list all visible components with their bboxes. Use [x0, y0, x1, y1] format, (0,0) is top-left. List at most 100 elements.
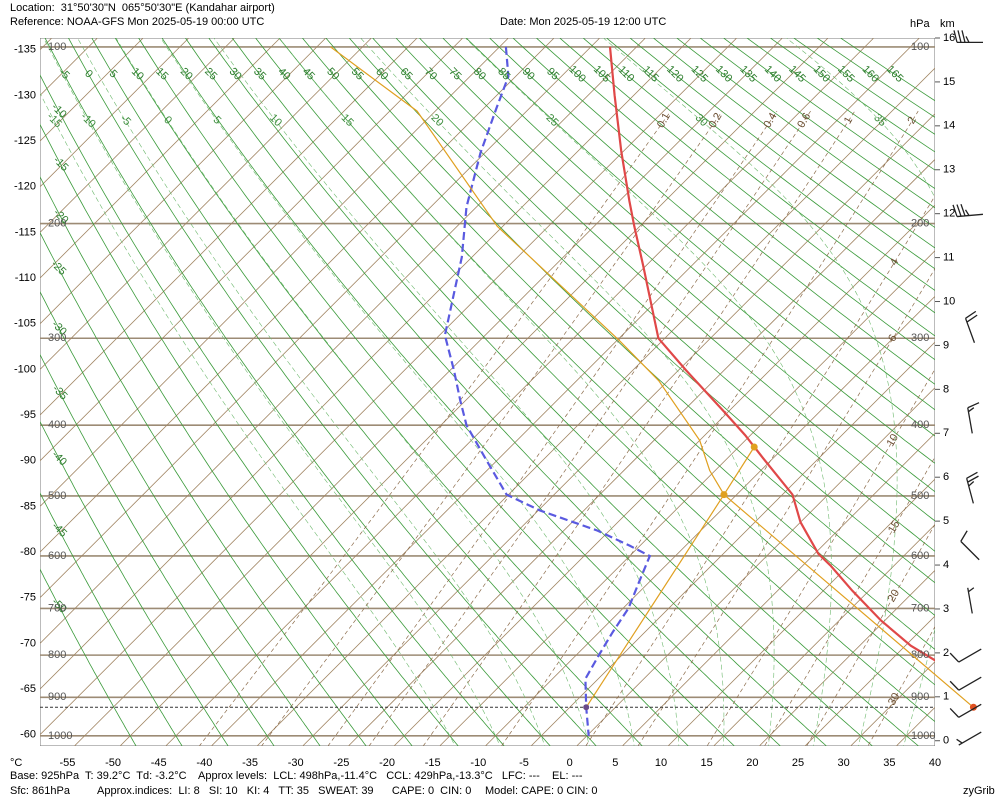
dry-adiabat: [442, 38, 935, 464]
dry-adiabat-label: 45: [300, 66, 317, 83]
dry-adiabat: [138, 38, 735, 746]
y-tick-label: 10: [943, 295, 955, 307]
dry-adiabat-label: 145: [786, 63, 807, 84]
dry-adiabat: [816, 38, 935, 118]
mixing-ratio-label: 2: [906, 115, 919, 126]
mixing-ratio-line: [327, 110, 778, 746]
isotherm: [165, 38, 875, 746]
x-tick-label: -10: [470, 757, 486, 768]
dry-adiabat: [395, 38, 935, 522]
moist-adiabat-label: -10: [78, 111, 98, 131]
parcel-path: [330, 46, 974, 708]
isotherm: [622, 432, 935, 746]
dry-adiabat: [418, 38, 935, 493]
dry-adiabat: [278, 38, 935, 686]
isobar-label: 600: [48, 550, 66, 562]
dry-adiabat-label: 150: [811, 63, 832, 84]
dry-adiabat: [40, 568, 137, 746]
dry-adiabat-label: 55: [349, 66, 366, 83]
dry-adiabat-label: 110: [616, 64, 637, 85]
dry-adiabat: [161, 38, 781, 746]
wind-barb: [949, 676, 982, 691]
dry-adiabat: [372, 38, 935, 552]
isotherm: [40, 38, 327, 325]
moist-adiabat: [360, 38, 775, 746]
ccl-line: [723, 446, 755, 495]
x-tick-label: -20: [379, 757, 395, 768]
plot-area: [40, 38, 935, 746]
dry-adiabat: [489, 38, 935, 411]
dry-adiabat: [465, 38, 935, 437]
dry-adiabat: [512, 38, 935, 385]
pressure-unit: hPa: [910, 18, 930, 30]
dry-adiabat: [114, 38, 689, 746]
moist-adiabat-label: 10: [267, 112, 284, 129]
dry-adiabat-label: 15: [153, 66, 170, 83]
dry-adiabat-label: 5: [107, 68, 120, 81]
isotherm: [804, 615, 935, 746]
isotherm: [667, 478, 935, 746]
mixing-ratio-label: 0.4: [761, 111, 779, 130]
ccl-marker: [750, 443, 758, 451]
moist-adiabat: [602, 38, 898, 746]
moist-adiabat: [278, 38, 725, 746]
line-labels: -50-45-40-35-30-25-20-15-10-5 0 5 10 15 20 25 3…: [44, 63, 919, 707]
isotherm: [302, 113, 935, 746]
isotherm-left-label: -130: [14, 89, 36, 101]
moist-adiabat: [43, 38, 501, 746]
dewpoint-profile: [443, 46, 652, 736]
isotherm: [759, 569, 935, 746]
dry-adiabat-label: 35: [251, 66, 268, 83]
dry-adiabat-label: -45: [49, 520, 69, 540]
dry-adiabat-label: 0: [82, 68, 95, 81]
dry-adiabat: [746, 38, 935, 171]
isobar-label: 200: [48, 217, 66, 229]
x-tick-label: 0: [567, 757, 573, 768]
moist-adiabat: [160, 38, 635, 746]
mixing-ratio-label: 30: [886, 691, 903, 708]
mixing-ratio-line: [867, 625, 935, 746]
dry-adiabat-label: -15: [51, 154, 71, 174]
dry-adiabat: [40, 492, 183, 746]
brand: zyGrib: [963, 785, 995, 797]
y-tick-label: 16: [943, 32, 955, 44]
dry-adiabat-label: -25: [49, 258, 69, 278]
dry-adiabat-label: 40: [275, 66, 292, 83]
dry-adiabat-label: 105: [591, 63, 612, 84]
x-tick-label: 30: [838, 757, 850, 768]
y-tick-label: 12: [943, 208, 955, 220]
dry-adiabat: [559, 38, 935, 337]
x-tick-label: 15: [701, 757, 713, 768]
footer-levels: Approx levels: LCL: 498hPa,-11.4°C CCL: …: [198, 770, 583, 782]
isobar-label: 800: [911, 649, 929, 661]
dry-adiabat-label: -5: [56, 66, 71, 81]
footer-indices: Approx.indices: LI: 8 SI: 10 KI: 4 TT: 3…: [97, 785, 472, 797]
isotherm: [40, 38, 509, 507]
x-tick-label: -25: [333, 757, 349, 768]
mixing-ratio-line: [806, 523, 935, 746]
mixing-ratio-line: [501, 110, 919, 746]
y-tick-label: 8: [943, 383, 949, 395]
isotherm-left-label: -75: [20, 592, 36, 604]
dry-adiabat: [793, 38, 935, 135]
wind-barb: [956, 731, 982, 746]
isotherm: [348, 158, 935, 746]
x-tick-label: 40: [929, 757, 941, 768]
isobar-label: 100: [48, 41, 66, 53]
x-tick-label: 35: [883, 757, 895, 768]
dry-adiabat: [348, 38, 935, 584]
isobar-label: 700: [911, 602, 929, 614]
x-tick-label: -45: [151, 757, 167, 768]
isotherm-left-label: -115: [15, 226, 36, 238]
mixing-ratio-line: [261, 110, 723, 746]
mixing-ratio-label: 6: [886, 333, 899, 344]
isotherm: [576, 387, 935, 746]
isobar-label: 700: [48, 602, 66, 614]
isobar-label: 100: [911, 41, 929, 53]
dry-adiabat: [535, 38, 935, 361]
isobar-label: 300: [911, 332, 929, 344]
moist-adiabat: [40, 92, 456, 746]
isotherm: [40, 38, 601, 599]
x-tick-label: -5: [519, 757, 529, 768]
